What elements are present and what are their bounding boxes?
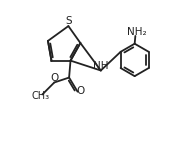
Text: O: O bbox=[50, 73, 58, 83]
Text: NH: NH bbox=[93, 61, 108, 71]
Text: NH₂: NH₂ bbox=[127, 27, 147, 37]
Text: O: O bbox=[76, 86, 84, 96]
Text: CH₃: CH₃ bbox=[32, 91, 50, 101]
Text: S: S bbox=[65, 16, 72, 26]
